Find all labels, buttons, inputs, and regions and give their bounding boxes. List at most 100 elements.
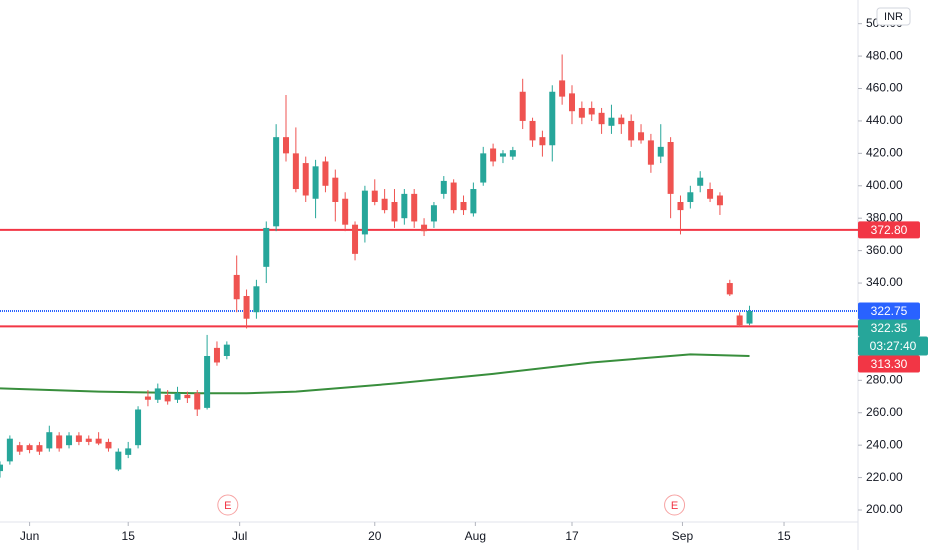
price-label: 322.35 — [871, 321, 908, 335]
candle-body — [75, 435, 82, 442]
price-label-box — [858, 302, 920, 320]
candle-body — [292, 153, 299, 190]
candle-body — [401, 193, 408, 219]
price-label: 322.75 — [871, 304, 908, 318]
candle-body — [381, 198, 388, 211]
y-tick-label: 400.00 — [866, 178, 903, 192]
candle-body — [430, 205, 437, 222]
x-tick-label: Jul — [232, 529, 247, 543]
candle-body — [569, 93, 575, 112]
candle-body — [391, 201, 398, 222]
candle-body — [194, 393, 201, 410]
x-tick-label: Jun — [20, 529, 39, 543]
candle-body — [490, 148, 497, 162]
currency-label: INR — [884, 11, 903, 23]
candle-body — [312, 166, 319, 199]
price-label: 372.80 — [871, 223, 908, 237]
candle-body — [687, 192, 694, 202]
candle-body — [6, 438, 13, 462]
candle-body — [16, 445, 23, 452]
candle-body — [115, 451, 122, 470]
y-tick-label: 260.00 — [866, 405, 903, 419]
event-marker — [217, 494, 239, 516]
candle-body — [352, 224, 359, 254]
candle-body — [154, 388, 161, 400]
candle-body — [283, 137, 289, 154]
event-label: E — [671, 500, 678, 512]
x-tick-label: Sep — [672, 529, 694, 543]
candle-body — [213, 347, 220, 363]
y-tick-label: 240.00 — [866, 437, 903, 451]
y-tick-label: 380.00 — [866, 210, 903, 224]
candle-body — [174, 393, 181, 400]
candle-body — [85, 438, 92, 442]
candle-body — [164, 394, 171, 402]
price-label-box — [858, 355, 920, 373]
candle-body — [480, 153, 487, 183]
x-tick-label: Aug — [465, 529, 486, 543]
candle-body — [204, 355, 211, 408]
candle-body — [440, 180, 447, 194]
candle-body — [223, 344, 230, 356]
x-tick-label: 17 — [565, 529, 579, 543]
candle-body — [638, 132, 645, 141]
candle-body — [726, 283, 733, 295]
y-tick-label: 220.00 — [866, 470, 903, 484]
candle-body — [628, 120, 635, 141]
candle-body — [519, 91, 526, 121]
price-label-box — [858, 319, 920, 337]
candle-body — [184, 394, 191, 399]
candle-body — [460, 201, 467, 211]
event-label: E — [224, 500, 231, 512]
x-tick-label: 15 — [777, 529, 791, 543]
candle-body — [509, 150, 516, 157]
candle-body — [470, 189, 477, 214]
currency-box — [876, 7, 911, 26]
candle-body — [450, 182, 457, 211]
candle-body — [697, 177, 704, 186]
y-tick-label: 420.00 — [866, 146, 903, 160]
candle-body — [598, 112, 605, 125]
candle-body — [273, 137, 280, 227]
candle-body — [677, 201, 684, 211]
y-tick-label: 460.00 — [866, 81, 903, 95]
candle-body — [26, 445, 33, 451]
candle-body — [56, 435, 63, 449]
candle-body — [588, 107, 595, 115]
price-label-box — [858, 221, 920, 239]
candle-body — [746, 311, 753, 324]
candle-body — [253, 286, 260, 313]
countdown-label: 03:27:40 — [870, 339, 917, 353]
candle-body — [46, 432, 53, 449]
candle-body — [135, 409, 142, 446]
candle-body — [342, 198, 349, 225]
candle-body — [421, 224, 428, 232]
candle-body — [233, 274, 240, 300]
candle-body — [302, 163, 309, 196]
candle-body — [332, 177, 339, 202]
candle-body — [36, 445, 43, 452]
candle-body — [243, 296, 250, 319]
y-tick-label: 360.00 — [866, 243, 903, 257]
candle-body — [0, 464, 3, 472]
candle-body — [539, 137, 546, 146]
countdown-box — [858, 336, 928, 356]
candle-body — [322, 161, 329, 186]
candle-body — [144, 396, 151, 400]
candle-body — [618, 117, 625, 125]
candle-body — [647, 140, 654, 165]
candle-body — [716, 195, 723, 206]
candle-body — [559, 80, 566, 97]
y-tick-label: 480.00 — [866, 48, 903, 62]
candle-body — [361, 190, 368, 235]
candle-body — [529, 120, 536, 141]
candle-body — [125, 448, 132, 455]
y-tick-label: 440.00 — [866, 113, 903, 127]
candle-body — [736, 315, 743, 326]
y-tick-label: 340.00 — [866, 275, 903, 289]
event-marker — [664, 494, 686, 516]
candle-body — [499, 153, 506, 157]
price-label: 313.30 — [871, 357, 908, 371]
